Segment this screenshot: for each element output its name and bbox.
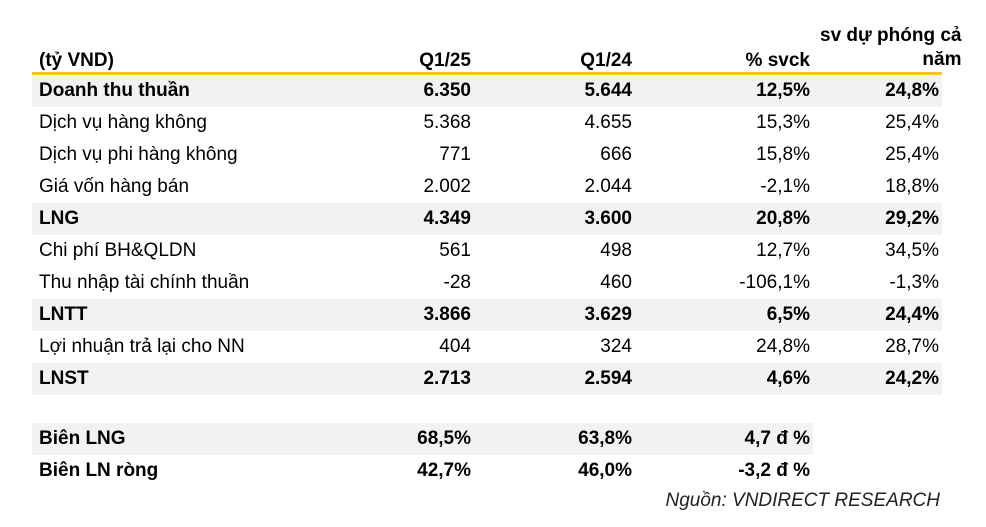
cell-forecast: 34,5% [885, 240, 939, 261]
cell-q125: 5.368 [423, 112, 471, 133]
header-q124: Q1/24 [474, 14, 635, 75]
cell-q124: 63,8% [474, 423, 635, 455]
cell-forecast [813, 423, 942, 455]
cell-forecast: 29,2% [813, 203, 942, 235]
table-row: LNTT 3.866 3.629 6,5% 24,4% [32, 299, 942, 331]
source-note: Nguồn: VNDIRECT RESEARCH [665, 490, 940, 511]
cell-q125: 2.002 [423, 176, 471, 197]
cell-svck: 24,8% [756, 336, 810, 357]
cell-q124: 3.629 [474, 299, 635, 331]
cell-svck: 4,7 đ % [635, 423, 813, 455]
cell-svck: -2,1% [760, 176, 810, 197]
cell-q125: 68,5% [328, 423, 474, 455]
row-label: LNTT [32, 299, 328, 331]
table-row: Chi phí BH&QLDN 561 498 12,7% 34,5% [32, 235, 942, 267]
header-forecast-line2: năm [922, 49, 962, 70]
row-label: Biên LNG [32, 423, 328, 455]
row-label: LNST [32, 363, 328, 395]
cell-forecast: 24,4% [813, 299, 942, 331]
row-label: Dịch vụ phi hàng không [39, 144, 238, 165]
cell-forecast: 25,4% [885, 144, 939, 165]
cell-svck: 20,8% [635, 203, 813, 235]
spacer-row [32, 395, 942, 423]
cell-svck: -106,1% [739, 272, 810, 293]
header-q125: Q1/25 [328, 14, 474, 75]
table-row: Giá vốn hàng bán 2.002 2.044 -2,1% 18,8% [32, 171, 942, 203]
cell-forecast: 24,2% [813, 363, 942, 395]
cell-q124: 2.044 [584, 176, 632, 197]
row-label: Doanh thu thuần [32, 73, 328, 107]
header-svck: % svck [635, 14, 813, 75]
cell-q124: 2.594 [474, 363, 635, 395]
cell-q124: 324 [600, 336, 632, 357]
row-label: Thu nhập tài chính thuần [39, 272, 250, 293]
header-forecast-line1: sv dự phóng cả [820, 25, 962, 46]
row-label: Lợi nhuận trả lại cho NN [39, 336, 245, 357]
cell-q125: 404 [439, 336, 471, 357]
cell-svck: 6,5% [635, 299, 813, 331]
cell-svck: 12,7% [756, 240, 810, 261]
table-row: Dịch vụ hàng không 5.368 4.655 15,3% 25,… [32, 107, 942, 139]
financial-table: (tỷ VND) Q1/25 Q1/24 % svck sv dự phóng … [32, 14, 962, 487]
row-label: LNG [32, 203, 328, 235]
cell-forecast: 18,8% [885, 176, 939, 197]
header-forecast: sv dự phóng cả năm [813, 14, 962, 75]
cell-q125: 42,7% [417, 460, 471, 481]
cell-forecast [813, 455, 942, 487]
row-label: Chi phí BH&QLDN [39, 240, 197, 261]
cell-q125: 2.713 [328, 363, 474, 395]
cell-q125: 4.349 [328, 203, 474, 235]
table-row: Lợi nhuận trả lại cho NN 404 324 24,8% 2… [32, 331, 942, 363]
cell-q125: -28 [443, 272, 471, 293]
cell-q125: 771 [439, 144, 471, 165]
margin-row: Biên LN ròng 42,7% 46,0% -3,2 đ % [32, 455, 942, 487]
table-row: Dịch vụ phi hàng không 771 666 15,8% 25,… [32, 139, 942, 171]
row-label: Dịch vụ hàng không [39, 112, 207, 133]
cell-svck: 12,5% [635, 73, 813, 107]
cell-q125: 3.866 [328, 299, 474, 331]
cell-q124: 5.644 [474, 73, 635, 107]
margin-row: Biên LNG 68,5% 63,8% 4,7 đ % [32, 423, 942, 455]
cell-forecast: 25,4% [885, 112, 939, 133]
table-row: Thu nhập tài chính thuần -28 460 -106,1%… [32, 267, 942, 299]
header-row: (tỷ VND) Q1/25 Q1/24 % svck sv dự phóng … [32, 14, 962, 75]
row-label: Giá vốn hàng bán [39, 176, 190, 197]
row-label: Biên LN ròng [39, 460, 159, 481]
cell-forecast: -1,3% [889, 272, 939, 293]
cell-q125: 6.350 [328, 73, 474, 107]
cell-svck: 4,6% [635, 363, 813, 395]
cell-q125: 561 [439, 240, 471, 261]
cell-q124: 666 [600, 144, 632, 165]
header-unit: (tỷ VND) [32, 14, 328, 75]
cell-q124: 3.600 [474, 203, 635, 235]
cell-svck: -3,2 đ % [738, 460, 810, 481]
cell-forecast: 24,8% [813, 73, 942, 107]
cell-svck: 15,8% [756, 144, 810, 165]
cell-forecast: 28,7% [885, 336, 939, 357]
table-row: LNG 4.349 3.600 20,8% 29,2% [32, 203, 942, 235]
table-row: LNST 2.713 2.594 4,6% 24,2% [32, 363, 942, 395]
cell-q124: 460 [600, 272, 632, 293]
table-row: Doanh thu thuần 6.350 5.644 12,5% 24,8% [32, 73, 942, 107]
cell-svck: 15,3% [756, 112, 810, 133]
cell-q124: 46,0% [578, 460, 632, 481]
cell-q124: 498 [600, 240, 632, 261]
cell-q124: 4.655 [584, 112, 632, 133]
